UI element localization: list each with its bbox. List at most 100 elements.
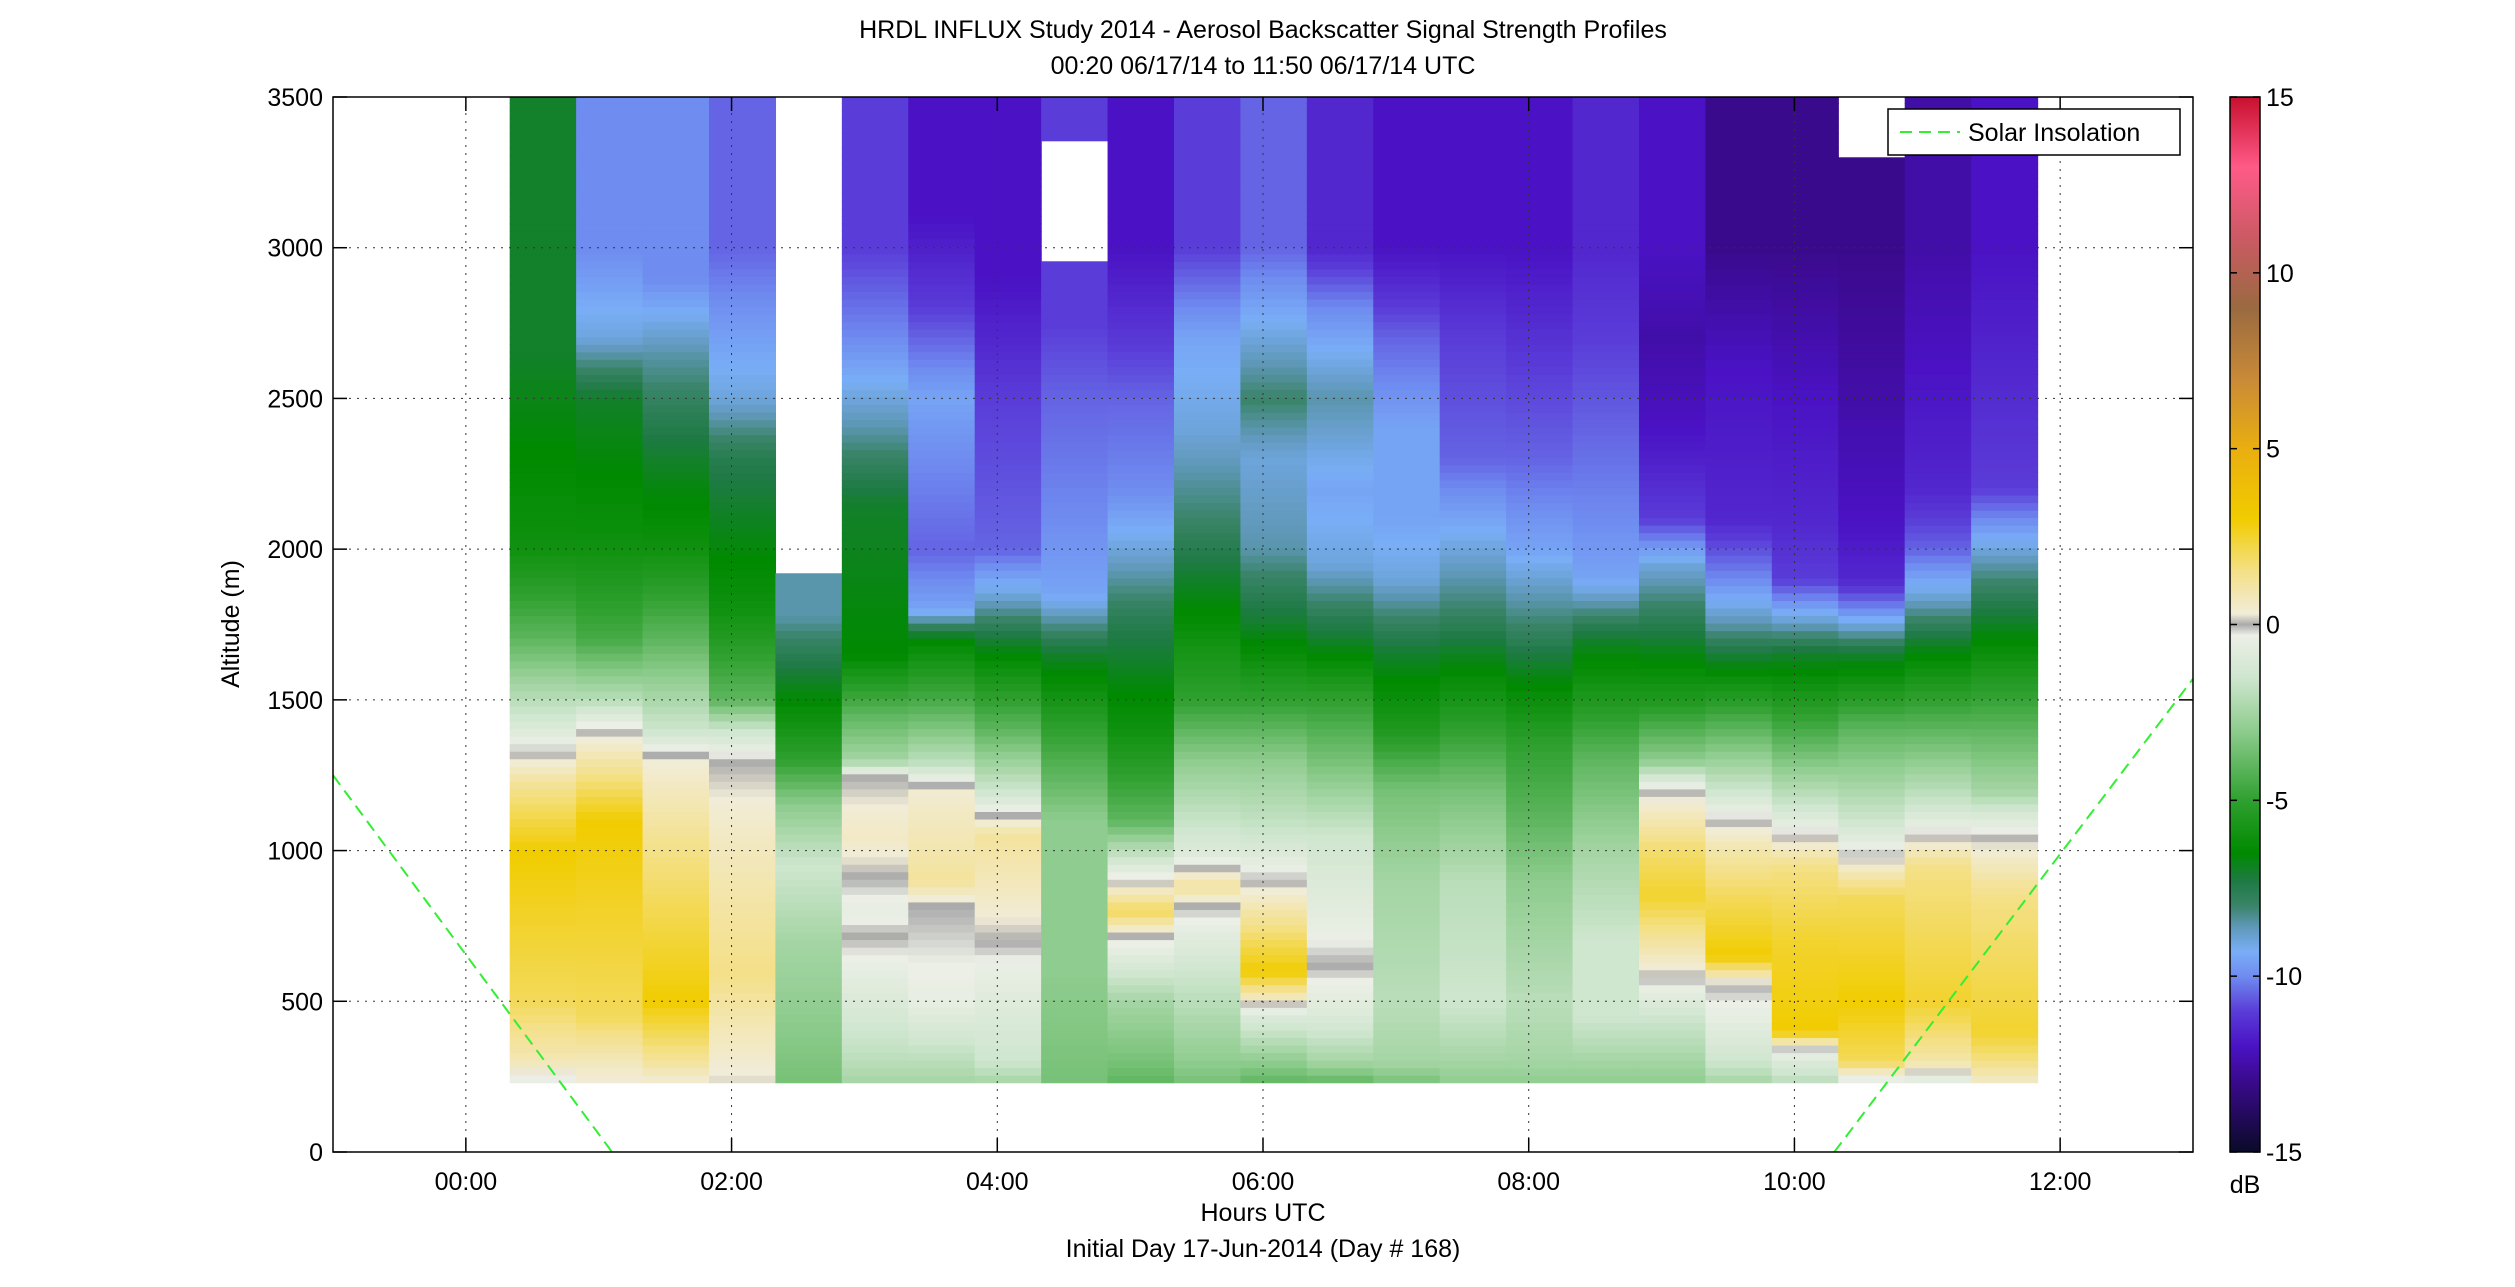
heatmap-cell bbox=[1506, 253, 1574, 262]
heatmap-cell bbox=[1572, 1052, 1640, 1061]
heatmap-cell bbox=[1041, 336, 1109, 345]
heatmap-cell bbox=[1107, 178, 1175, 187]
heatmap-cell bbox=[708, 253, 777, 262]
heatmap-cell bbox=[1506, 720, 1574, 730]
heatmap-cell bbox=[1771, 909, 1839, 918]
heatmap-cell bbox=[1240, 509, 1308, 519]
heatmap-cell bbox=[1771, 939, 1839, 948]
heatmap-cell bbox=[1173, 479, 1242, 488]
heatmap-cell bbox=[1240, 690, 1308, 699]
heatmap-cell bbox=[576, 690, 644, 699]
heatmap-cell bbox=[1705, 261, 1773, 270]
heatmap-cell bbox=[708, 110, 777, 119]
heatmap-cell bbox=[775, 826, 843, 835]
heatmap-cell bbox=[509, 336, 577, 345]
heatmap-cell bbox=[1904, 962, 1972, 971]
heatmap-cell bbox=[1506, 841, 1574, 850]
heatmap-cell bbox=[642, 110, 710, 119]
heatmap-cell bbox=[908, 464, 976, 473]
heatmap-cell bbox=[1838, 615, 1906, 624]
heatmap-cell bbox=[509, 811, 577, 820]
heatmap-cell bbox=[1971, 306, 2039, 315]
heatmap-cell bbox=[1373, 298, 1441, 308]
heatmap-cell bbox=[974, 442, 1042, 451]
heatmap-cell bbox=[841, 449, 909, 458]
heatmap-cell bbox=[1638, 901, 1707, 910]
heatmap-cell bbox=[1439, 999, 1507, 1008]
heatmap-cell bbox=[1838, 457, 1906, 466]
heatmap-cell bbox=[1838, 660, 1906, 669]
heatmap-cell bbox=[1506, 283, 1574, 293]
heatmap-cell bbox=[1572, 781, 1640, 790]
heatmap-cell bbox=[642, 607, 710, 617]
heatmap-cell bbox=[1306, 238, 1374, 247]
heatmap-cell bbox=[509, 856, 577, 865]
heatmap-cell bbox=[974, 788, 1042, 797]
heatmap-cell bbox=[576, 148, 644, 157]
heatmap-cell bbox=[974, 547, 1042, 556]
heatmap-cell bbox=[1107, 984, 1175, 993]
heatmap-cell bbox=[642, 668, 710, 677]
heatmap-cell bbox=[1904, 479, 1972, 488]
heatmap-cell bbox=[1638, 570, 1707, 579]
heatmap-cell bbox=[1439, 246, 1507, 255]
heatmap-cell bbox=[1373, 796, 1441, 805]
heatmap-cell bbox=[1506, 1075, 1574, 1084]
heatmap-cell bbox=[1041, 977, 1109, 986]
heatmap-cell bbox=[1506, 163, 1574, 172]
heatmap-cell bbox=[1838, 283, 1906, 293]
heatmap-cell bbox=[642, 788, 710, 797]
heatmap-cell bbox=[908, 773, 976, 782]
x-tick-label: 00:00 bbox=[435, 1168, 498, 1196]
heatmap-cell bbox=[1572, 555, 1640, 564]
heatmap-cell bbox=[908, 125, 976, 134]
heatmap-cell bbox=[509, 494, 577, 504]
heatmap-cell bbox=[1838, 992, 1906, 1001]
heatmap-cell bbox=[576, 389, 644, 398]
heatmap-cell bbox=[1240, 698, 1308, 707]
heatmap-cell bbox=[1240, 494, 1308, 504]
heatmap-cell bbox=[1771, 992, 1839, 1001]
heatmap-cell bbox=[908, 457, 976, 466]
heatmap-cell bbox=[1173, 1075, 1242, 1084]
heatmap-cell bbox=[1306, 592, 1374, 601]
heatmap-cell bbox=[1373, 253, 1441, 262]
heatmap-cell bbox=[1439, 728, 1507, 737]
heatmap-cell bbox=[642, 947, 710, 956]
heatmap-cell bbox=[1373, 118, 1441, 127]
heatmap-cell bbox=[908, 736, 976, 745]
heatmap-cell bbox=[509, 901, 577, 910]
heatmap-cell bbox=[1373, 427, 1441, 436]
heatmap-cell bbox=[1240, 962, 1308, 971]
heatmap-cell bbox=[1904, 751, 1972, 760]
heatmap-cell bbox=[1439, 720, 1507, 730]
heatmap-cell bbox=[1904, 442, 1972, 451]
heatmap-cell bbox=[1306, 803, 1374, 812]
heatmap-cell bbox=[1240, 261, 1308, 270]
heatmap-cell bbox=[1240, 133, 1308, 142]
heatmap-cell bbox=[1373, 570, 1441, 579]
heatmap-cell bbox=[1306, 103, 1374, 112]
heatmap-cell bbox=[1506, 864, 1574, 873]
heatmap-cell bbox=[1506, 1007, 1574, 1016]
heatmap-cell bbox=[908, 253, 976, 262]
heatmap-cell bbox=[1904, 886, 1972, 895]
heatmap-cell bbox=[1838, 314, 1906, 323]
heatmap-cell bbox=[1041, 351, 1109, 360]
heatmap-cell bbox=[1771, 751, 1839, 760]
heatmap-cell bbox=[1705, 389, 1773, 398]
heatmap-cell bbox=[1439, 803, 1507, 812]
heatmap-cell bbox=[1041, 133, 1109, 142]
heatmap-cell bbox=[642, 901, 710, 910]
legend-solar-label: Solar Insolation bbox=[1968, 119, 2140, 147]
heatmap-cell bbox=[1373, 155, 1441, 164]
heatmap-cell bbox=[1439, 675, 1507, 684]
heatmap-cell bbox=[1638, 163, 1707, 172]
heatmap-cell bbox=[908, 200, 976, 210]
heatmap-cell bbox=[1306, 924, 1374, 933]
heatmap-cell bbox=[1107, 751, 1175, 760]
heatmap-cell bbox=[908, 713, 976, 722]
heatmap-cell bbox=[1306, 698, 1374, 707]
heatmap-cell bbox=[1306, 298, 1374, 308]
heatmap-cell bbox=[775, 577, 843, 586]
